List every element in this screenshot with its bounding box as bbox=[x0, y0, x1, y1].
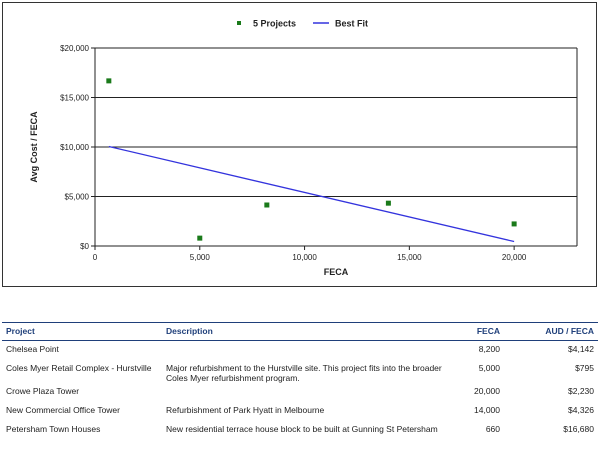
x-tick-label: 0 bbox=[93, 253, 98, 262]
x-axis-title: FECA bbox=[324, 267, 349, 277]
aud-per-feca-cell: $795 bbox=[575, 363, 594, 373]
table-row: Petersham Town Houses New residential ter… bbox=[2, 421, 598, 440]
project-cell: Chelsea Point bbox=[6, 344, 59, 354]
y-tick-label: $20,000 bbox=[60, 44, 89, 53]
x-tick-label: 15,000 bbox=[397, 253, 422, 262]
projects-table: Project Description FECA AUD / FECA Chel… bbox=[2, 322, 598, 440]
header-project: Project bbox=[2, 322, 162, 341]
feca-cell: 8,200 bbox=[478, 344, 500, 354]
table-row: New Commercial Office Tower Refurbishment… bbox=[2, 402, 598, 421]
y-tick-label: $5,000 bbox=[65, 193, 90, 202]
description-cell: New residential terrace house block to b… bbox=[166, 424, 438, 434]
data-point bbox=[511, 221, 517, 227]
scatter-chart: 5 Projects Best Fit $0 $5,000 $10,000 $15,00… bbox=[29, 19, 578, 277]
x-tick-label: 20,000 bbox=[502, 253, 527, 262]
aud-per-feca-cell: $4,142 bbox=[568, 344, 594, 354]
project-cell: Crowe Plaza Tower bbox=[6, 386, 80, 396]
legend-label-projects: 5 Projects bbox=[253, 19, 296, 29]
header-aud-per-feca: AUD / FECA bbox=[504, 322, 598, 341]
x-tick-label: 10,000 bbox=[292, 253, 317, 262]
feca-cell: 5,000 bbox=[478, 363, 500, 373]
data-point bbox=[385, 200, 391, 206]
feca-cell: 14,000 bbox=[474, 405, 500, 415]
data-point bbox=[106, 78, 112, 84]
header-description: Description bbox=[162, 322, 452, 341]
projects-table-wrap: Project Description FECA AUD / FECA Chel… bbox=[2, 322, 598, 440]
chart-grid bbox=[94, 47, 578, 247]
y-axis-ticks: $0 $5,000 $10,000 $15,000 $20,000 bbox=[60, 44, 95, 251]
description-cell bbox=[162, 383, 452, 402]
data-point bbox=[197, 235, 203, 241]
legend-point-swatch bbox=[237, 21, 241, 25]
legend-label-best-fit: Best Fit bbox=[335, 19, 368, 29]
table-row: Crowe Plaza Tower 20,000 $2,230 bbox=[2, 383, 598, 402]
y-tick-label: $15,000 bbox=[60, 94, 89, 103]
x-axis-ticks: 0 5,000 10,000 15,000 20,000 bbox=[93, 246, 527, 262]
project-cell: Petersham Town Houses bbox=[6, 424, 101, 434]
description-cell: Major refurbishment to the Hurstville si… bbox=[166, 363, 442, 383]
data-point bbox=[264, 202, 270, 208]
x-tick-label: 5,000 bbox=[190, 253, 211, 262]
best-fit-line bbox=[108, 145, 515, 243]
aud-per-feca-cell: $16,680 bbox=[563, 424, 594, 434]
aud-per-feca-cell: $2,230 bbox=[568, 386, 594, 396]
aud-per-feca-cell: $4,326 bbox=[568, 405, 594, 415]
y-tick-label: $0 bbox=[80, 242, 89, 251]
project-cell: Coles Myer Retail Complex - Hurstville bbox=[6, 363, 152, 373]
y-axis-title: Avg Cost / FECA bbox=[29, 111, 39, 183]
chart-legend: 5 Projects Best Fit bbox=[237, 19, 368, 29]
y-tick-label: $10,000 bbox=[60, 143, 89, 152]
feca-cell: 20,000 bbox=[474, 386, 500, 396]
header-feca: FECA bbox=[452, 322, 504, 341]
project-cell: New Commercial Office Tower bbox=[6, 405, 120, 415]
table-row: Chelsea Point 8,200 $4,142 bbox=[2, 341, 598, 361]
description-cell bbox=[162, 341, 452, 361]
feca-cell: 660 bbox=[485, 424, 500, 434]
series-layer bbox=[106, 78, 517, 243]
description-cell: Refurbishment of Park Hyatt in Melbourne bbox=[166, 405, 325, 415]
chart-frame: 5 Projects Best Fit $0 $5,000 $10,000 $15,00… bbox=[2, 2, 597, 287]
table-row: Coles Myer Retail Complex - Hurstville Ma… bbox=[2, 360, 598, 383]
table-header-row: Project Description FECA AUD / FECA bbox=[2, 322, 598, 341]
